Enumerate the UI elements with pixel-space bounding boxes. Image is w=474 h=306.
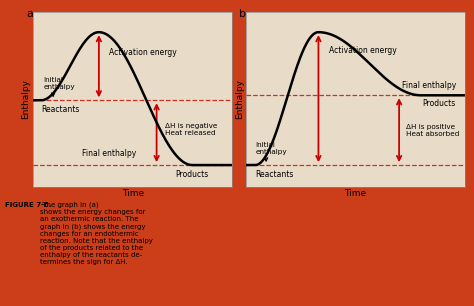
Text: ΔH is negative
Heat released: ΔH is negative Heat released (164, 123, 217, 136)
Text: b: b (239, 9, 246, 19)
Text: ΔH is positive
Heat absorbed: ΔH is positive Heat absorbed (406, 124, 459, 137)
Text: Final enthalpy: Final enthalpy (82, 149, 136, 159)
Text: a: a (26, 9, 33, 19)
Text: The graph in (a)
shows the energy changes for
an exothermic reaction. The
graph : The graph in (a) shows the energy change… (40, 202, 153, 265)
Text: Reactants: Reactants (255, 170, 293, 179)
Text: Products: Products (175, 170, 209, 179)
Text: Final enthalpy: Final enthalpy (401, 81, 456, 90)
Text: Activation energy: Activation energy (329, 46, 397, 55)
Text: Activation energy: Activation energy (109, 48, 177, 58)
Y-axis label: Enthalpy: Enthalpy (21, 80, 30, 119)
Text: Products: Products (422, 99, 456, 108)
X-axis label: Time: Time (122, 189, 144, 198)
Text: Reactants: Reactants (41, 105, 80, 114)
Y-axis label: Enthalpy: Enthalpy (235, 80, 244, 119)
Text: Initial
enthalpy: Initial enthalpy (43, 77, 75, 90)
X-axis label: Time: Time (345, 189, 366, 198)
Text: Initial
enthalpy: Initial enthalpy (255, 142, 287, 155)
Text: FIGURE 7-6.: FIGURE 7-6. (5, 202, 51, 208)
